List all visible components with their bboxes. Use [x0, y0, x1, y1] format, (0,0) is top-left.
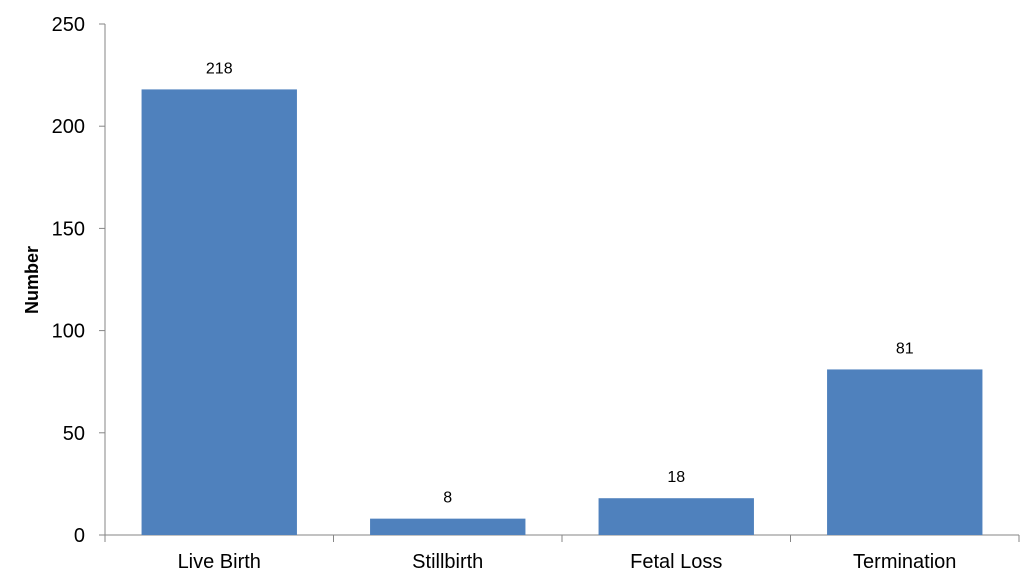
- y-tick-label: 150: [52, 218, 85, 240]
- data-labels: 218 8 18 81: [206, 60, 914, 506]
- data-label: 218: [206, 60, 233, 77]
- x-axis-ticks: Live Birth Stillbirth Fetal Loss Terminatio…: [104, 535, 1020, 573]
- y-tick-label: 50: [63, 423, 85, 445]
- data-label: 81: [896, 340, 914, 357]
- y-axis-ticks: 0 50 100 150 200 250: [52, 14, 105, 547]
- data-label: 18: [667, 469, 685, 486]
- bar: [598, 498, 754, 535]
- x-tick-label: Fetal Loss: [630, 551, 722, 573]
- bar: [141, 89, 297, 536]
- y-axis-title-group: Number: [22, 246, 42, 314]
- bar: [827, 369, 983, 535]
- x-tick-label: Live Birth: [178, 551, 261, 573]
- y-axis-title: Number: [22, 246, 42, 314]
- x-tick-label: Termination: [853, 551, 956, 573]
- y-tick-label: 0: [74, 525, 85, 547]
- y-tick-label: 200: [52, 116, 85, 138]
- data-label: 8: [443, 490, 452, 507]
- y-tick-label: 250: [52, 14, 85, 36]
- bars: [141, 89, 983, 536]
- bar: [370, 518, 526, 535]
- y-tick-label: 100: [52, 321, 85, 343]
- x-tick-label: Stillbirth: [412, 551, 483, 573]
